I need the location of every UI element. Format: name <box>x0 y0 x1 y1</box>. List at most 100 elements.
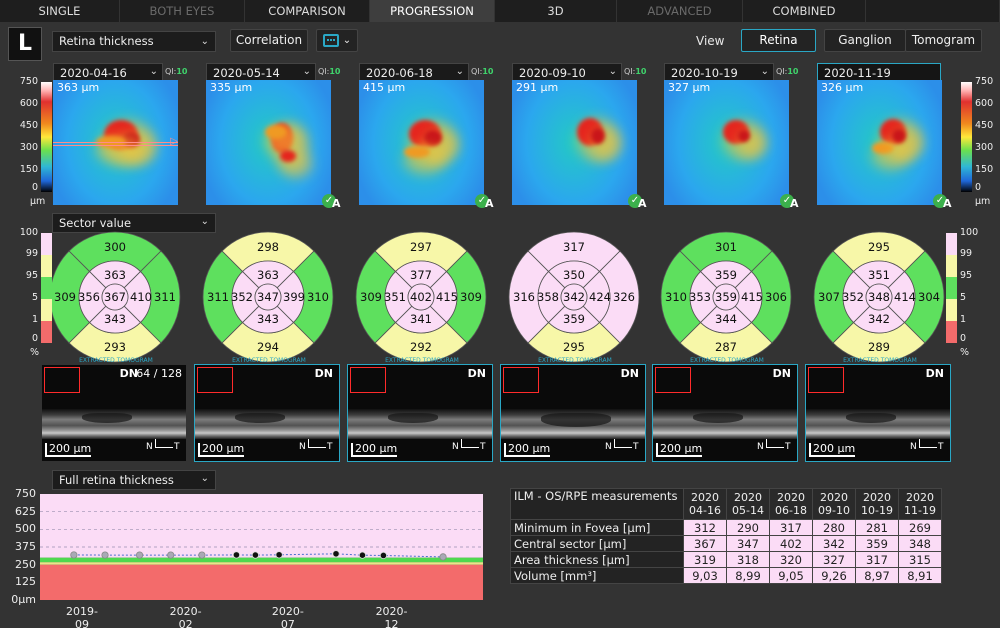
map-hotspot <box>280 150 296 162</box>
table-cell: 318 <box>726 551 770 568</box>
locator-box <box>655 367 691 393</box>
scale-tick: 750 <box>19 76 38 87</box>
exam-point-selected <box>275 551 283 559</box>
print-options-button[interactable]: ⌄ <box>316 29 358 52</box>
quality-index: QI:10 <box>624 67 647 76</box>
chevron-down-icon: ⌄ <box>760 66 769 77</box>
thickness-map[interactable]: ▷ 363 µm <box>53 80 178 205</box>
sector-value-inner-bottom: 343 <box>104 312 126 326</box>
scale-tick: 300 <box>975 142 994 153</box>
sector-thickness-chart[interactable]: 317 350 316 358 342 424 326 359 295 <box>508 231 640 363</box>
y-tick-label: 375 <box>15 540 36 553</box>
column-date: 06-18 <box>775 504 807 517</box>
oct-tomogram[interactable]: DN 200 µm N T <box>652 364 798 462</box>
sector-value-outer-bottom: 295 <box>563 340 585 354</box>
scale-bar: 200 µm <box>351 443 398 457</box>
sector-value-inner-left: 356 <box>78 290 100 304</box>
sector-value-outer-right: 310 <box>307 290 329 304</box>
column-date: 04-16 <box>689 504 721 517</box>
oct-tomogram[interactable]: DN 64 / 128 200 µm N T <box>41 364 187 462</box>
tab-3d[interactable]: 3D <box>495 0 617 22</box>
table-cell: 315 <box>898 551 942 568</box>
exam-point-selected <box>358 551 367 559</box>
sector-thickness-chart[interactable]: 301 359 310 353 359 415 306 344 287 <box>660 231 792 363</box>
sector-select[interactable]: Sector value ⌄ <box>52 213 216 233</box>
thickness-map[interactable]: 335 µm <box>206 80 331 205</box>
view-ganglion-button[interactable]: Ganglion <box>824 29 906 52</box>
sector-thickness-chart[interactable]: 295 351 307 352 348 414 304 342 289 <box>813 231 945 363</box>
thickness-map[interactable]: 326 µm <box>817 80 942 205</box>
quality-index-label: QI: <box>624 67 636 76</box>
center-thickness-value: 363 µm <box>57 81 100 94</box>
table-cell: 280 <box>812 519 856 536</box>
sector-value-inner-bottom: 359 <box>563 312 585 326</box>
quality-index-label: QI: <box>165 67 177 76</box>
row-label: Minimum in Fovea [µm] <box>510 519 684 536</box>
column-year: 2020 <box>863 491 891 504</box>
sector-center <box>712 283 740 311</box>
sector-thickness-chart[interactable]: 300 363 309 356 367 410 311 343 293 <box>49 231 181 363</box>
normative-band <box>40 557 483 563</box>
sector-value-outer-right: 304 <box>918 290 940 304</box>
thickness-map[interactable]: 415 µm <box>359 80 484 205</box>
table-column-header: 2020 09-10 <box>812 488 856 520</box>
quality-index: QI:10 <box>776 67 799 76</box>
table-column-header: 2020 11-19 <box>898 488 942 520</box>
oct-tomogram[interactable]: DN 200 µm N T <box>347 364 493 462</box>
map-hotspot <box>591 128 605 144</box>
scale-tick: 150 <box>975 164 994 175</box>
normative-band <box>40 564 483 600</box>
sector-value-outer-bottom: 294 <box>257 340 279 354</box>
sector-center <box>407 283 435 311</box>
table-cell: 281 <box>855 519 899 536</box>
sector-value-inner-bottom: 342 <box>868 312 890 326</box>
table-cell: 317 <box>855 551 899 568</box>
center-thickness-value: 291 µm <box>516 81 559 94</box>
table-cell: 359 <box>855 535 899 552</box>
thickness-map[interactable]: 291 µm <box>512 80 637 205</box>
percentile-tick: 99 <box>25 248 38 259</box>
tab-advanced: ADVANCED <box>617 0 743 22</box>
arrow-line <box>919 439 920 448</box>
arrow-line <box>155 447 173 448</box>
direction-label: DN <box>119 367 138 380</box>
view-retina-button[interactable]: Retina <box>741 29 816 52</box>
oct-tomogram[interactable]: DN 200 µm N T <box>805 364 951 462</box>
graph-select[interactable]: Full retina thickness ⌄ <box>52 470 216 490</box>
percentile-scale <box>41 233 52 343</box>
table-cell: 402 <box>769 535 813 552</box>
quality-index-value: 10 <box>482 67 494 76</box>
chevron-down-icon: ⌄ <box>200 473 209 484</box>
map-type-select[interactable]: Retina thickness ⌄ <box>52 31 216 52</box>
sector-value-inner-left: 352 <box>842 290 864 304</box>
x-tick-label: 2019-09 <box>66 605 98 628</box>
sector-center <box>560 283 588 311</box>
sector-value-outer-top: 295 <box>868 240 890 254</box>
oct-tomogram[interactable]: DN 200 µm N T <box>500 364 646 462</box>
arrow-line <box>614 439 615 448</box>
quality-index-value: 10 <box>635 67 647 76</box>
percentile-unit: % <box>960 347 970 358</box>
correlation-button[interactable]: Correlation <box>230 29 308 52</box>
auto-segmentation-mark: A <box>332 197 341 210</box>
sector-value-outer-left: 307 <box>818 290 840 304</box>
direction-label: DN <box>620 367 639 380</box>
tab-combined[interactable]: COMBINED <box>743 0 866 22</box>
percentile-tick: 1 <box>960 314 967 325</box>
sector-thickness-chart[interactable]: 298 363 311 352 347 399 310 343 294 <box>202 231 334 363</box>
thickness-map[interactable]: 327 µm <box>664 80 789 205</box>
scale-tick: 450 <box>975 120 994 131</box>
row-label: Area thickness [µm] <box>510 551 684 568</box>
fluid-pocket <box>693 413 743 423</box>
y-tick-label: 0µm <box>11 593 36 606</box>
auto-segmentation-mark: A <box>943 197 952 210</box>
view-tomogram-button[interactable]: Tomogram <box>905 29 982 52</box>
tab-comparison[interactable]: COMPARISON <box>245 0 370 22</box>
oct-tomogram[interactable]: DN 200 µm N T <box>194 364 340 462</box>
tab-single[interactable]: SINGLE <box>0 0 120 22</box>
tab-progression[interactable]: PROGRESSION <box>370 0 495 22</box>
sector-value-inner-top: 363 <box>257 268 279 282</box>
